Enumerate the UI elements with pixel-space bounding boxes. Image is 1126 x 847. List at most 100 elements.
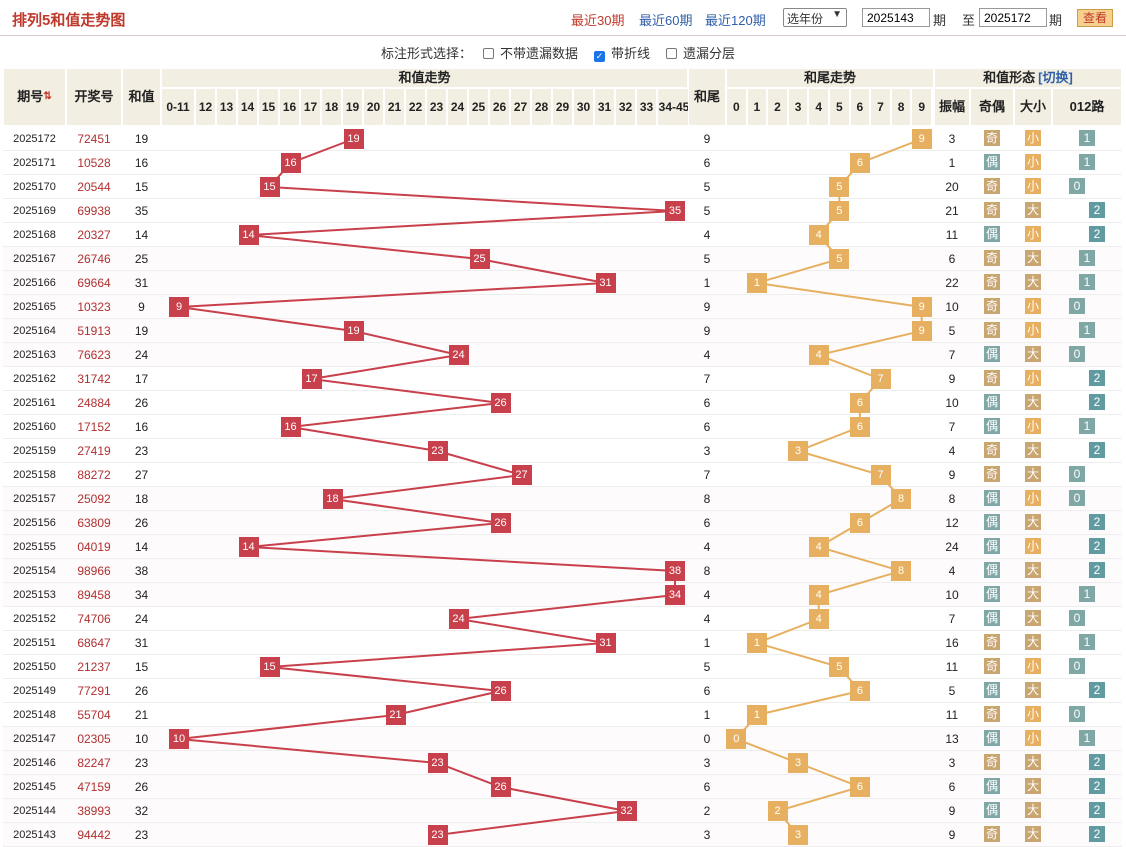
draw-number-cell[interactable]: 94442 [77, 828, 111, 842]
period-cell: 2025167 [13, 253, 56, 265]
table-row: 2025156 63809 26 26 6 6 12 偶 大 2 [3, 511, 1122, 535]
sum-cell: 26 [134, 780, 149, 794]
from-period-input[interactable] [862, 8, 930, 27]
checkbox-no-missing[interactable] [483, 48, 494, 59]
odd-even-cell: 奇 [970, 703, 1014, 727]
tail-marker: 6 [849, 513, 870, 533]
big-small-cell: 大 [1014, 247, 1052, 271]
road-badge: 0 [1069, 346, 1085, 362]
option-with-line[interactable]: ✓ 带折线 [594, 43, 650, 62]
draw-number-cell[interactable]: 26746 [77, 252, 111, 266]
draw-number-cell[interactable]: 74706 [77, 612, 111, 626]
odd-even-badge: 偶 [984, 418, 1000, 434]
sum-marker: 38 [665, 561, 685, 581]
big-small-cell: 小 [1014, 535, 1052, 559]
table-row: 2025171 10528 16 16 6 6 1 偶 小 1 [3, 151, 1122, 175]
draw-number-cell[interactable]: 76623 [77, 348, 111, 362]
recent-30-link[interactable]: 最近30期 [571, 13, 625, 28]
year-select[interactable]: 选年份 ▼ [783, 8, 847, 27]
draw-number-cell[interactable]: 89458 [77, 588, 111, 602]
tail-cell: 6 [703, 396, 711, 410]
tail-cell: 9 [703, 324, 711, 338]
query-button[interactable]: 查看 [1077, 9, 1113, 27]
option-no-missing[interactable]: 不带遗漏数据 [483, 43, 578, 62]
draw-number-cell[interactable]: 69938 [77, 204, 111, 218]
period-cell: 2025164 [13, 325, 56, 337]
sort-icon[interactable]: ⇅ [43, 91, 52, 102]
odd-even-badge: 奇 [984, 178, 1000, 194]
sum-cell: 21 [134, 708, 149, 722]
option-layered[interactable]: 遗漏分层 [666, 43, 735, 62]
big-small-cell: 大 [1014, 391, 1052, 415]
table-row: 2025153 89458 34 34 4 4 10 偶 大 1 [3, 583, 1122, 607]
draw-number-cell[interactable]: 98966 [77, 564, 111, 578]
draw-number-cell[interactable]: 20327 [77, 228, 111, 242]
tail-cell: 5 [703, 252, 711, 266]
sum-marker: 26 [490, 777, 511, 797]
big-small-badge: 小 [1025, 538, 1041, 554]
draw-number-cell[interactable]: 27419 [77, 444, 111, 458]
road-cell: 0 [1052, 703, 1122, 727]
odd-even-badge: 偶 [984, 538, 1000, 554]
draw-number-cell[interactable]: 04019 [77, 540, 111, 554]
big-small-cell: 小 [1014, 367, 1052, 391]
draw-number-cell[interactable]: 63809 [77, 516, 111, 530]
trend-col-27: 27 [510, 88, 531, 126]
big-small-cell: 小 [1014, 295, 1052, 319]
table-row: 2025172 72451 19 19 9 9 3 奇 小 1 [3, 127, 1122, 151]
draw-number-cell[interactable]: 68647 [77, 636, 111, 650]
period-header[interactable]: 期号 ⇅ [3, 68, 66, 126]
sum-marker: 31 [595, 633, 616, 653]
checkbox-with-line[interactable]: ✓ [594, 51, 605, 62]
draw-number-cell[interactable]: 82247 [77, 756, 111, 770]
draw-number-cell[interactable]: 20544 [77, 180, 111, 194]
form-header: 和值形态 [切换] [934, 68, 1122, 88]
draw-number-cell[interactable]: 72451 [77, 132, 111, 146]
amplitude-cell: 5 [948, 324, 956, 338]
draw-number-cell[interactable]: 47159 [77, 780, 111, 794]
draw-number-cell[interactable]: 31742 [77, 372, 111, 386]
recent-120-link[interactable]: 最近120期 [705, 13, 766, 28]
draw-number-cell[interactable]: 77291 [77, 684, 111, 698]
draw-header: 开奖号 [66, 68, 122, 126]
draw-number-cell[interactable]: 10528 [77, 156, 111, 170]
trend-col-17: 17 [300, 88, 321, 126]
big-small-badge: 小 [1025, 370, 1041, 386]
sum-marker: 9 [169, 297, 189, 317]
checkbox-layered[interactable] [666, 48, 677, 59]
big-small-cell: 大 [1014, 559, 1052, 583]
draw-number-cell[interactable]: 55704 [77, 708, 111, 722]
draw-number-cell[interactable]: 02305 [77, 732, 111, 746]
tail-cell: 2 [703, 804, 711, 818]
road-cell: 1 [1052, 247, 1122, 271]
big-small-badge: 大 [1025, 250, 1041, 266]
tail-marker: 3 [788, 753, 809, 773]
switch-link[interactable]: [切换] [1038, 70, 1073, 85]
road-cell: 2 [1052, 367, 1122, 391]
odd-even-cell: 偶 [970, 535, 1014, 559]
odd-even-badge: 奇 [984, 442, 1000, 458]
road-cell: 0 [1052, 343, 1122, 367]
table-row: 2025147 02305 10 10 0 0 13 偶 小 1 [3, 727, 1122, 751]
draw-number-cell[interactable]: 17152 [77, 420, 111, 434]
draw-number-cell[interactable]: 88272 [77, 468, 111, 482]
draw-number-cell[interactable]: 21237 [77, 660, 111, 674]
to-period-input[interactable] [979, 8, 1047, 27]
tail-col-4: 4 [808, 88, 829, 126]
road-badge: 2 [1089, 562, 1105, 578]
draw-number-cell[interactable]: 51913 [77, 324, 111, 338]
table-row: 2025158 88272 27 27 7 7 9 奇 大 0 [3, 463, 1122, 487]
period-cell: 2025169 [13, 205, 56, 217]
tail-cell: 6 [703, 420, 711, 434]
draw-number-cell[interactable]: 10323 [77, 300, 111, 314]
draw-number-cell[interactable]: 25092 [77, 492, 111, 506]
trend-col-34-45: 34-45 [657, 88, 691, 126]
table-row: 2025170 20544 15 15 5 5 20 奇 小 0 [3, 175, 1122, 199]
draw-number-cell[interactable]: 69664 [77, 276, 111, 290]
period-cell: 2025171 [13, 157, 56, 169]
recent-60-link[interactable]: 最近60期 [639, 13, 693, 28]
draw-number-cell[interactable]: 38993 [77, 804, 111, 818]
sum-cell: 14 [134, 228, 149, 242]
draw-number-cell[interactable]: 24884 [77, 396, 111, 410]
sum-marker: 16 [280, 417, 301, 437]
